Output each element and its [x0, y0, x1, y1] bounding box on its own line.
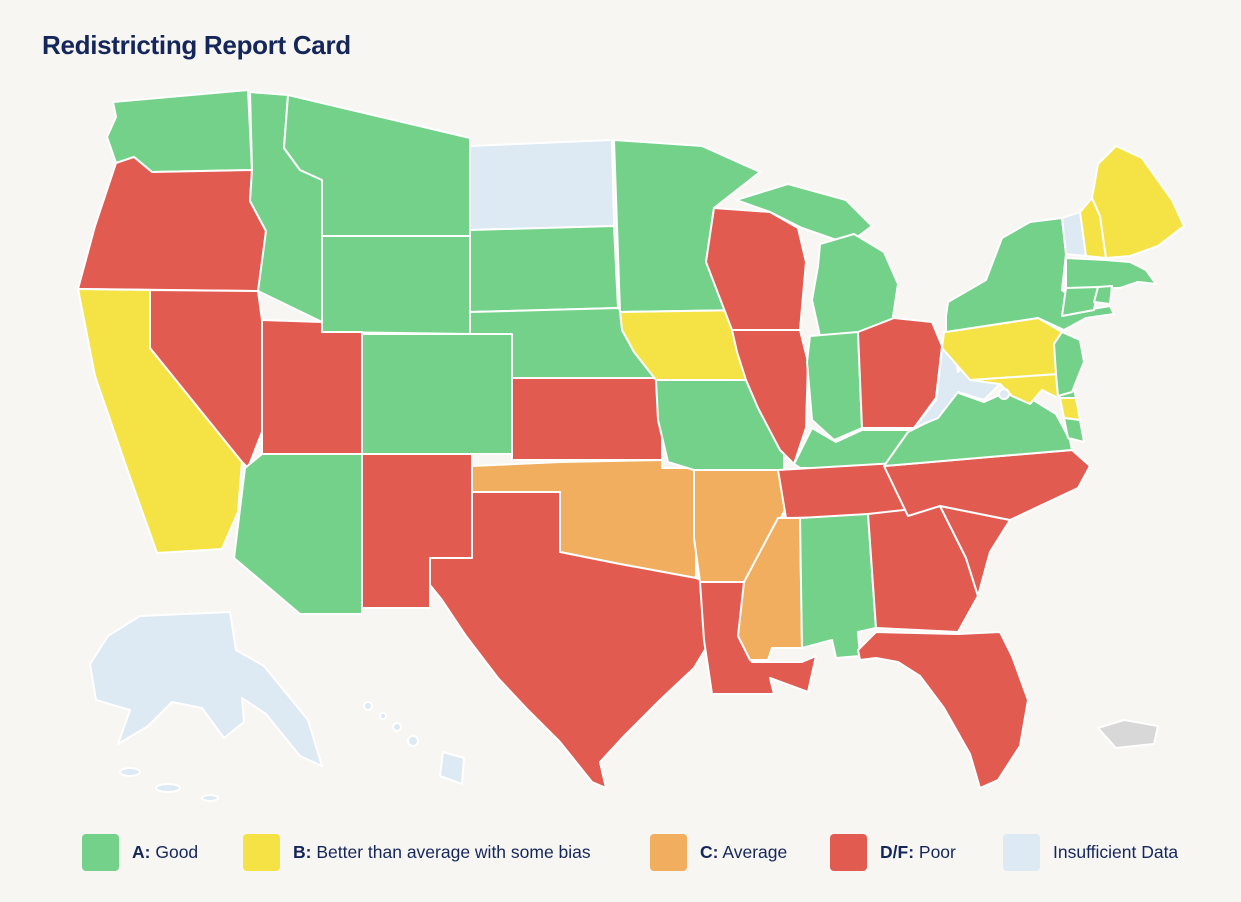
alaska-aleutian-island[interactable]: [155, 783, 181, 793]
legend-text-a: Good: [155, 841, 199, 862]
state-hawaii-island[interactable]: [407, 735, 419, 747]
state-north-carolina[interactable]: [883, 449, 1091, 521]
state-colorado[interactable]: [361, 333, 513, 455]
state-michigan-upper-peninsula[interactable]: [735, 183, 873, 245]
legend-prefix-a: A:: [132, 841, 151, 862]
district-of-columbia-marker[interactable]: [998, 388, 1010, 400]
state-hawaii-island[interactable]: [363, 701, 373, 711]
state-texas[interactable]: [429, 491, 707, 789]
legend-swatch-yellow: [243, 833, 280, 871]
legend-text-c: Average: [722, 841, 788, 862]
state-florida[interactable]: [857, 631, 1029, 789]
legend-item-grade-b: B: Better than average with some bias: [243, 832, 591, 872]
state-rhode-island[interactable]: [1093, 285, 1113, 305]
legend-item-grade-c: C: Average: [650, 832, 787, 872]
state-illinois[interactable]: [731, 329, 809, 465]
legend-item-grade-df: D/F: Poor: [830, 832, 956, 872]
territory-puerto-rico[interactable]: [1097, 719, 1159, 749]
map-legend: A: Good B: Better than average with some…: [0, 832, 1241, 876]
state-arizona[interactable]: [233, 453, 363, 615]
state-connecticut[interactable]: [1061, 286, 1099, 317]
legend-label-grade-b: B: Better than average with some bias: [293, 842, 591, 863]
legend-label-insufficient-data: Insufficient Data: [1053, 842, 1178, 863]
state-nevada[interactable]: [149, 289, 263, 469]
state-indiana[interactable]: [806, 331, 863, 441]
state-alaska[interactable]: [89, 611, 323, 767]
state-kansas[interactable]: [511, 377, 663, 461]
state-north-dakota[interactable]: [469, 139, 615, 231]
legend-swatch-orange: [650, 833, 687, 871]
state-south-dakota[interactable]: [469, 225, 619, 313]
legend-text-insufficient: Insufficient Data: [1053, 841, 1179, 862]
state-hawaii-island[interactable]: [379, 712, 387, 720]
legend-label-grade-a: A: Good: [132, 842, 198, 863]
state-oregon[interactable]: [77, 156, 267, 292]
alaska-aleutian-island[interactable]: [201, 794, 219, 802]
state-alabama[interactable]: [799, 513, 877, 659]
state-utah[interactable]: [261, 319, 363, 455]
legend-prefix-df: D/F:: [880, 841, 915, 862]
state-massachusetts[interactable]: [1065, 257, 1157, 289]
legend-item-insufficient-data: Insufficient Data: [1003, 832, 1178, 872]
legend-prefix-b: B:: [293, 841, 312, 862]
legend-prefix-c: C:: [700, 841, 719, 862]
legend-swatch-red: [830, 833, 867, 871]
legend-text-df: Poor: [918, 841, 956, 862]
state-maryland-eastern-shore[interactable]: [1059, 397, 1081, 421]
alaska-aleutian-island[interactable]: [119, 767, 141, 777]
state-wyoming[interactable]: [321, 235, 471, 335]
legend-text-b: Better than average with some bias: [316, 841, 591, 862]
legend-item-grade-a: A: Good: [82, 832, 198, 872]
legend-label-grade-c: C: Average: [700, 842, 787, 863]
state-new-jersey[interactable]: [1053, 331, 1085, 397]
state-maine[interactable]: [1091, 145, 1185, 259]
legend-swatch-lightblue: [1003, 833, 1040, 871]
legend-label-grade-df: D/F: Poor: [880, 842, 956, 863]
state-hawaii-island[interactable]: [392, 722, 402, 732]
state-hawaii-big-island[interactable]: [439, 751, 465, 785]
page-title: Redistricting Report Card: [42, 30, 351, 60]
legend-swatch-green: [82, 833, 119, 871]
state-virginia-eastern-shore[interactable]: [1063, 417, 1085, 443]
